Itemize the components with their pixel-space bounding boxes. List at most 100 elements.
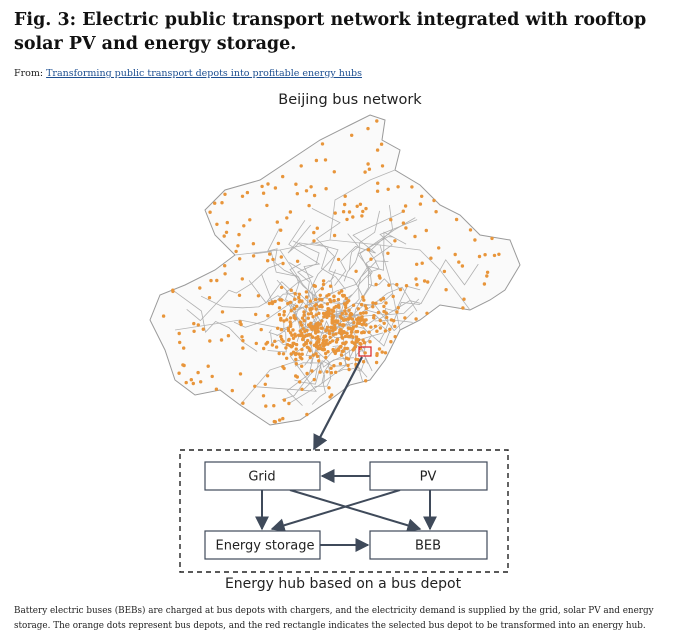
hub-label: Energy hub based on a bus depot — [225, 576, 462, 592]
road — [344, 205, 394, 304]
depot-dot — [279, 255, 283, 259]
depot-dot — [341, 210, 346, 214]
depot-dot — [177, 331, 181, 336]
depot-dot — [270, 300, 274, 304]
depot-dot — [300, 364, 304, 368]
depot-dot — [198, 286, 202, 290]
depot-dot — [332, 233, 337, 238]
depot-dot — [208, 210, 212, 214]
depot-dot — [359, 302, 364, 307]
depot-dot — [305, 328, 309, 333]
road — [311, 361, 326, 405]
depot-dot — [297, 352, 301, 356]
depot-dot — [482, 282, 487, 286]
depot-dot — [368, 340, 372, 344]
depot-dot — [196, 370, 200, 375]
depot-dot — [387, 283, 391, 287]
depot-dot — [328, 298, 332, 302]
node-label: PV — [420, 470, 437, 485]
depot-dot — [483, 253, 487, 257]
depot-dot — [281, 416, 285, 421]
road — [268, 327, 290, 337]
depot-dot — [386, 187, 390, 191]
depot-dot — [293, 352, 298, 357]
map-title: Beijing bus network — [278, 92, 422, 108]
depot-dot — [279, 228, 283, 232]
depot-dot — [332, 349, 336, 354]
source-link[interactable]: Transforming public transport depots int… — [46, 68, 362, 79]
depot-dot — [286, 301, 290, 306]
depot-dot — [384, 311, 388, 315]
depot-dot — [339, 328, 343, 332]
depot-dot — [254, 312, 258, 317]
node-label: BEB — [415, 539, 441, 554]
depot-dot — [345, 217, 349, 222]
depot-dot — [383, 351, 388, 355]
depot-dot — [295, 192, 299, 196]
depot-dot — [320, 305, 324, 309]
depot-dot — [432, 198, 436, 203]
bus-depots — [161, 119, 501, 424]
depot-dot — [318, 343, 322, 347]
depot-dot — [361, 295, 365, 299]
depot-dot — [337, 330, 342, 335]
depot-dot — [298, 380, 302, 384]
depot-dot — [264, 404, 268, 408]
depot-dot — [314, 331, 318, 335]
depot-dot — [375, 119, 379, 123]
depot-dot — [316, 347, 321, 351]
depot-dot — [385, 315, 389, 320]
depot-dot — [310, 369, 314, 373]
depot-dot — [263, 382, 267, 386]
depot-dot — [327, 386, 331, 390]
depot-dot — [282, 309, 286, 314]
depot-dot — [287, 337, 291, 342]
depot-dot — [201, 327, 205, 331]
depot-dot — [240, 335, 244, 339]
depot-dot — [327, 307, 331, 311]
depot-dot — [326, 350, 330, 354]
depot-dot — [485, 274, 489, 278]
depot-dot — [361, 338, 365, 342]
depot-dot — [362, 330, 366, 335]
depot-dot — [329, 371, 334, 375]
depot-dot — [302, 313, 306, 317]
depot-dot — [351, 303, 356, 307]
depot-dot — [375, 148, 380, 152]
depot-dot — [314, 313, 318, 317]
depot-dot — [414, 277, 418, 281]
depot-dot — [345, 331, 349, 336]
depot-dot — [281, 261, 285, 266]
depot-dot — [376, 181, 380, 185]
depot-dot — [346, 326, 351, 330]
depot-dot — [341, 349, 345, 353]
road — [367, 260, 389, 278]
depot-dot — [358, 202, 363, 206]
depot-dot — [223, 272, 227, 276]
depot-dot — [313, 297, 318, 302]
depot-dot — [312, 377, 316, 382]
depot-dot — [381, 296, 386, 301]
depot-dot — [375, 353, 379, 358]
depot-dot — [304, 290, 309, 294]
depot-dot — [302, 343, 306, 347]
depot-dot — [278, 418, 282, 422]
depot-dot — [308, 299, 312, 303]
depot-dot — [374, 301, 378, 305]
node-box — [369, 530, 488, 560]
depot-dot — [307, 203, 311, 208]
depot-dot — [236, 244, 240, 248]
depot-dot — [415, 262, 419, 266]
depot-dot — [242, 224, 246, 228]
depot-dot — [360, 315, 364, 319]
depot-dot — [279, 285, 284, 290]
depot-dot — [375, 189, 380, 193]
depot-dot — [273, 186, 278, 190]
depot-dot — [383, 329, 388, 333]
depot-dot — [301, 337, 305, 341]
depot-dot — [267, 301, 272, 306]
depot-dot — [276, 241, 281, 246]
depot-dot — [289, 352, 293, 356]
road — [294, 357, 354, 368]
depot-dot — [340, 289, 344, 293]
